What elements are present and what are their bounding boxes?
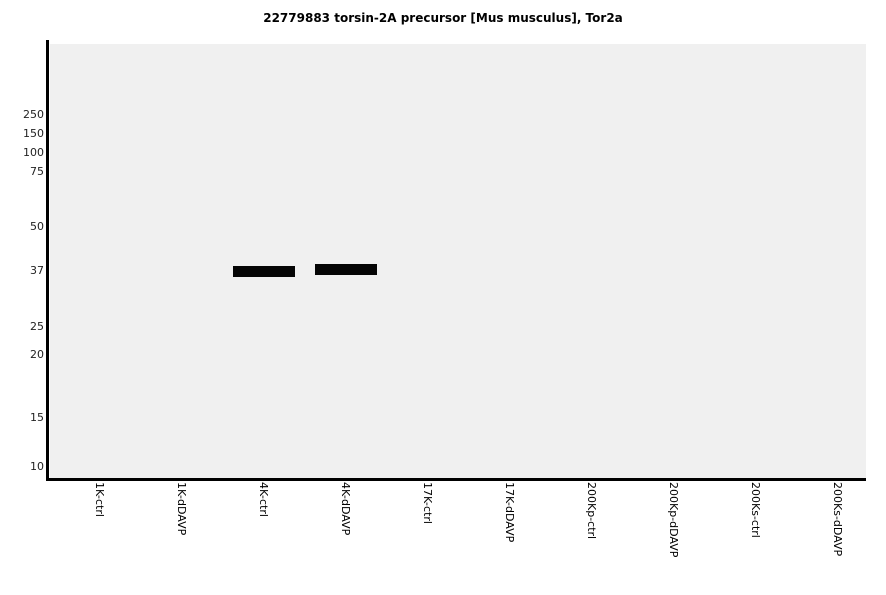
- y-tick-label-25: 25: [30, 320, 44, 333]
- plot-area: [50, 44, 866, 478]
- x-tick-label-17k-ctrl: 17K-ctrl: [421, 482, 434, 524]
- y-tick-label-100: 100: [23, 146, 44, 159]
- y-tick-label-37: 37: [30, 264, 44, 277]
- y-tick-label-20: 20: [30, 348, 44, 361]
- y-tick-label-75: 75: [30, 165, 44, 178]
- y-tick-label-250: 250: [23, 108, 44, 121]
- page-title: 22779883 torsin-2A precursor [Mus muscul…: [263, 11, 623, 25]
- y-tick-label-50: 50: [30, 220, 44, 233]
- x-tick-label-1k-ctrl: 1K-ctrl: [93, 482, 106, 517]
- x-tick-label-200ks-ctrl: 200Ks-ctrl: [749, 482, 762, 538]
- x-tick-label-200kp-ddavp: 200Kp-dDAVP: [667, 482, 680, 558]
- x-tick-label-200ks-ddavp: 200Ks-dDAVP: [831, 482, 844, 557]
- x-axis-line: [46, 478, 866, 481]
- x-tick-label-4k-ctrl: 4K-ctrl: [257, 482, 270, 517]
- y-axis-line: [46, 40, 49, 478]
- y-tick-label-15: 15: [30, 411, 44, 424]
- y-axis-tick-labels: 250 150 100 75 50 37 25 20 15 10: [0, 0, 44, 595]
- x-tick-label-200kp-ctrl: 200Kp-ctrl: [585, 482, 598, 540]
- x-tick-label-17k-ddavp: 17K-dDAVP: [503, 482, 516, 543]
- x-tick-label-1k-ddavp: 1K-dDAVP: [175, 482, 188, 536]
- x-tick-label-4k-ddavp: 4K-dDAVP: [339, 482, 352, 536]
- x-axis-tick-labels: 1K-ctrl 1K-dDAVP 4K-ctrl 4K-dDAVP 17K-ctrl 17…: [0, 482, 886, 595]
- y-tick-label-150: 150: [23, 127, 44, 140]
- blot-band: [315, 264, 377, 275]
- y-tick-label-10: 10: [30, 460, 44, 473]
- blot-band: [233, 266, 295, 277]
